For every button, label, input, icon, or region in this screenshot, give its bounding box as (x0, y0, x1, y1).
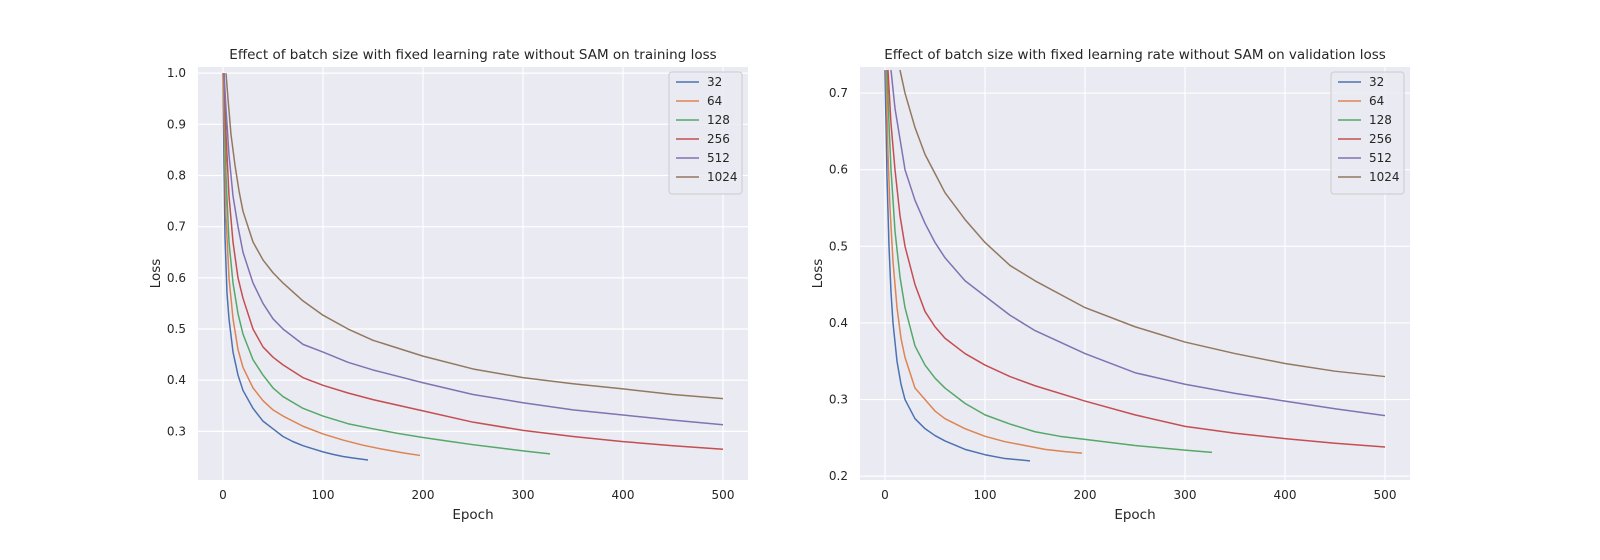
legend-entry-256: 256 (1369, 132, 1392, 146)
x-tick-label: 200 (1074, 488, 1097, 502)
legend: 32 64 128 256 512 1024 (668, 71, 743, 195)
legend-entry-32: 32 (707, 75, 722, 89)
y-tick-label: 0.5 (167, 322, 186, 336)
series-lines (222, 73, 724, 461)
series-line-32 (884, 70, 1031, 462)
x-tick-label: 0 (881, 488, 889, 502)
y-tick-label: 1.0 (167, 66, 186, 80)
y-axis-label: Loss (148, 259, 164, 289)
x-tick-label: 500 (1374, 488, 1397, 502)
legend: 32 64 128 256 512 1024 (1330, 71, 1405, 195)
legend-entry-64: 64 (707, 94, 722, 108)
legend-entry-1024: 1024 (1369, 170, 1400, 184)
y-tick-label: 0.8 (167, 168, 186, 182)
x-tick-label: 400 (1274, 488, 1297, 502)
x-tick-label: 100 (974, 488, 997, 502)
y-tick-label: 0.9 (167, 117, 186, 131)
y-axis-label: Loss (810, 259, 826, 289)
y-tick-label: 0.5 (829, 239, 848, 253)
y-tick-label: 0.7 (167, 220, 186, 234)
training-loss-chart: 0 100 200 300 400 500 0.3 0.4 0.5 0.6 0.7 0.8 0.9 1.0… (148, 47, 748, 523)
y-tick-label: 0.6 (167, 271, 186, 285)
series-line-64 (885, 70, 1083, 454)
validation-loss-chart: 0 100 200 300 400 500 0.2 0.3 0.4 0.5 0.6 0.7 Effec… (810, 47, 1410, 523)
grid (198, 67, 748, 480)
x-axis-label: Epoch (452, 507, 493, 523)
series-line-32 (222, 73, 369, 461)
y-tick-label: 0.4 (167, 373, 186, 387)
x-axis-label: Epoch (1114, 507, 1155, 523)
legend-entry-512: 512 (1369, 151, 1392, 165)
legend-box (1330, 71, 1405, 195)
x-tick-label: 300 (1174, 488, 1197, 502)
plot-area (198, 67, 748, 480)
legend-entry-32: 32 (1369, 75, 1384, 89)
series-line-64 (222, 73, 421, 457)
legend-box (668, 71, 743, 195)
legend-entry-512: 512 (707, 151, 730, 165)
series-lines (884, 69, 1386, 462)
series-line-256 (223, 73, 724, 451)
tick-labels: 0 100 200 300 400 500 0.3 0.4 0.5 0.6 0.7 0.8 0.9 1.0 (167, 66, 735, 502)
y-tick-label: 0.2 (829, 469, 848, 483)
y-tick-label: 0.3 (829, 393, 848, 407)
y-tick-label: 0.6 (829, 163, 848, 177)
series-line-512 (890, 69, 1386, 417)
x-tick-label: 0 (219, 488, 227, 502)
x-tick-label: 400 (612, 488, 635, 502)
series-line-512 (223, 73, 724, 426)
grid (860, 67, 1410, 480)
legend-entry-128: 128 (707, 113, 730, 127)
series-line-128 (886, 70, 1213, 454)
x-tick-label: 100 (312, 488, 335, 502)
legend-entry-1024: 1024 (707, 170, 738, 184)
chart-title: Effect of batch size with fixed learning… (884, 47, 1386, 63)
series-line-1024 (899, 69, 1386, 378)
series-line-256 (887, 70, 1386, 448)
series-line-128 (223, 73, 551, 455)
y-tick-label: 0.3 (167, 424, 186, 438)
legend-entry-64: 64 (1369, 94, 1384, 108)
x-tick-label: 300 (512, 488, 535, 502)
series-line-1024 (225, 73, 724, 400)
x-tick-label: 500 (712, 488, 735, 502)
chart-title: Effect of batch size with fixed learning… (229, 47, 716, 63)
y-tick-label: 0.4 (829, 316, 848, 330)
y-tick-label: 0.7 (829, 86, 848, 100)
plot-area (860, 67, 1410, 480)
tick-labels: 0 100 200 300 400 500 0.2 0.3 0.4 0.5 0.6 0.7 (829, 86, 1397, 502)
legend-entry-128: 128 (1369, 113, 1392, 127)
x-tick-label: 200 (412, 488, 435, 502)
legend-entry-256: 256 (707, 132, 730, 146)
